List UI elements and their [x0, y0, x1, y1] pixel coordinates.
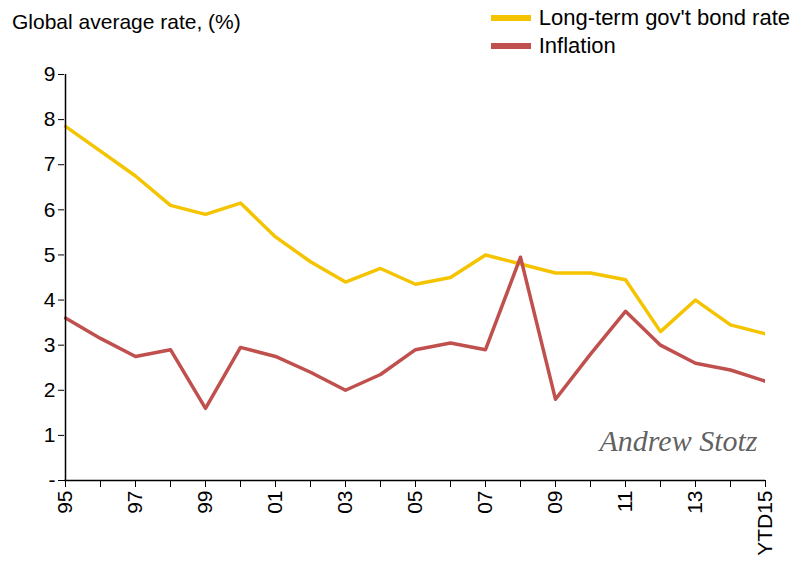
svg-text:01: 01 [263, 491, 286, 514]
html-text:Global average rate, (%): Global average rate, (%) [12, 10, 241, 33]
svg-text:97: 97 [123, 491, 146, 514]
svg-text:11: 11 [613, 491, 636, 513]
svg-text:2: 2 [44, 378, 56, 401]
svg-text:-: - [49, 468, 56, 491]
svg-text:6: 6 [44, 198, 56, 221]
svg-text:4: 4 [44, 288, 56, 311]
svg-text:09: 09 [543, 491, 566, 514]
html-text:Long-term gov't bond rate: Long-term gov't bond rate [538, 5, 790, 30]
svg-text:9: 9 [44, 62, 56, 85]
svg-text:8: 8 [44, 107, 56, 130]
svg-text:05: 05 [403, 491, 426, 514]
svg-text:07: 07 [473, 491, 496, 514]
svg-text:13: 13 [683, 491, 706, 514]
svg-text:YTD15: YTD15 [753, 491, 776, 556]
html-text:Inflation: Inflation [538, 33, 616, 58]
svg-text:3: 3 [44, 333, 56, 356]
svg-text:7: 7 [44, 152, 56, 175]
svg-text:95: 95 [53, 491, 76, 514]
svg-text:1: 1 [44, 423, 56, 446]
svg-text:99: 99 [193, 491, 216, 514]
svg-text:Andrew Stotz: Andrew Stotz [597, 424, 757, 457]
svg-text:5: 5 [44, 243, 56, 266]
svg-text:03: 03 [333, 491, 356, 514]
